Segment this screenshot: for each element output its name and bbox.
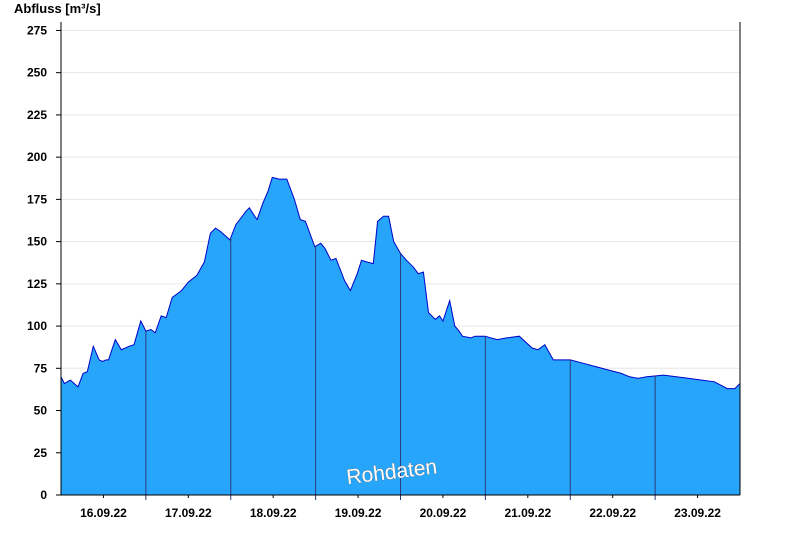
y-tick-label-175: 175: [27, 192, 47, 206]
y-tick-label-150: 150: [27, 235, 47, 249]
y-tick-label-50: 50: [34, 404, 48, 418]
day-separators: [145, 237, 656, 500]
series-line: [60, 176, 741, 390]
y-tick-label-275: 275: [27, 23, 47, 37]
x-tick-label-6: 22.09.22: [589, 506, 636, 520]
y-tick-label-200: 200: [27, 150, 47, 164]
x-tick-label-7: 23.09.22: [674, 506, 721, 520]
y-tick-label-250: 250: [27, 66, 47, 80]
axes: [56, 22, 741, 496]
x-ticks: 16.09.22 17.09.22 18.09.22 19.09.22 20.09.22…: [80, 495, 721, 520]
y-tick-label-225: 225: [27, 108, 47, 122]
y-tick-label-25: 25: [34, 446, 48, 460]
x-tick-label-2: 18.09.22: [250, 506, 297, 520]
x-tick-label-3: 19.09.22: [335, 506, 382, 520]
x-tick-label-5: 21.09.22: [504, 506, 551, 520]
y-tick-label-125: 125: [27, 277, 47, 291]
x-tick-label-4: 20.09.22: [420, 506, 467, 520]
y-tick-label-75: 75: [34, 361, 48, 375]
x-tick-label-0: 16.09.22: [80, 506, 127, 520]
y-axis-label: Abfluss [m³/s]: [14, 1, 101, 16]
x-tick-label-1: 17.09.22: [165, 506, 212, 520]
y-ticks: 0 25 50 75 100 125 150 175 200 225 250 275: [27, 23, 61, 502]
y-tick-label-100: 100: [27, 319, 47, 333]
y-tick-label-0: 0: [40, 488, 47, 502]
